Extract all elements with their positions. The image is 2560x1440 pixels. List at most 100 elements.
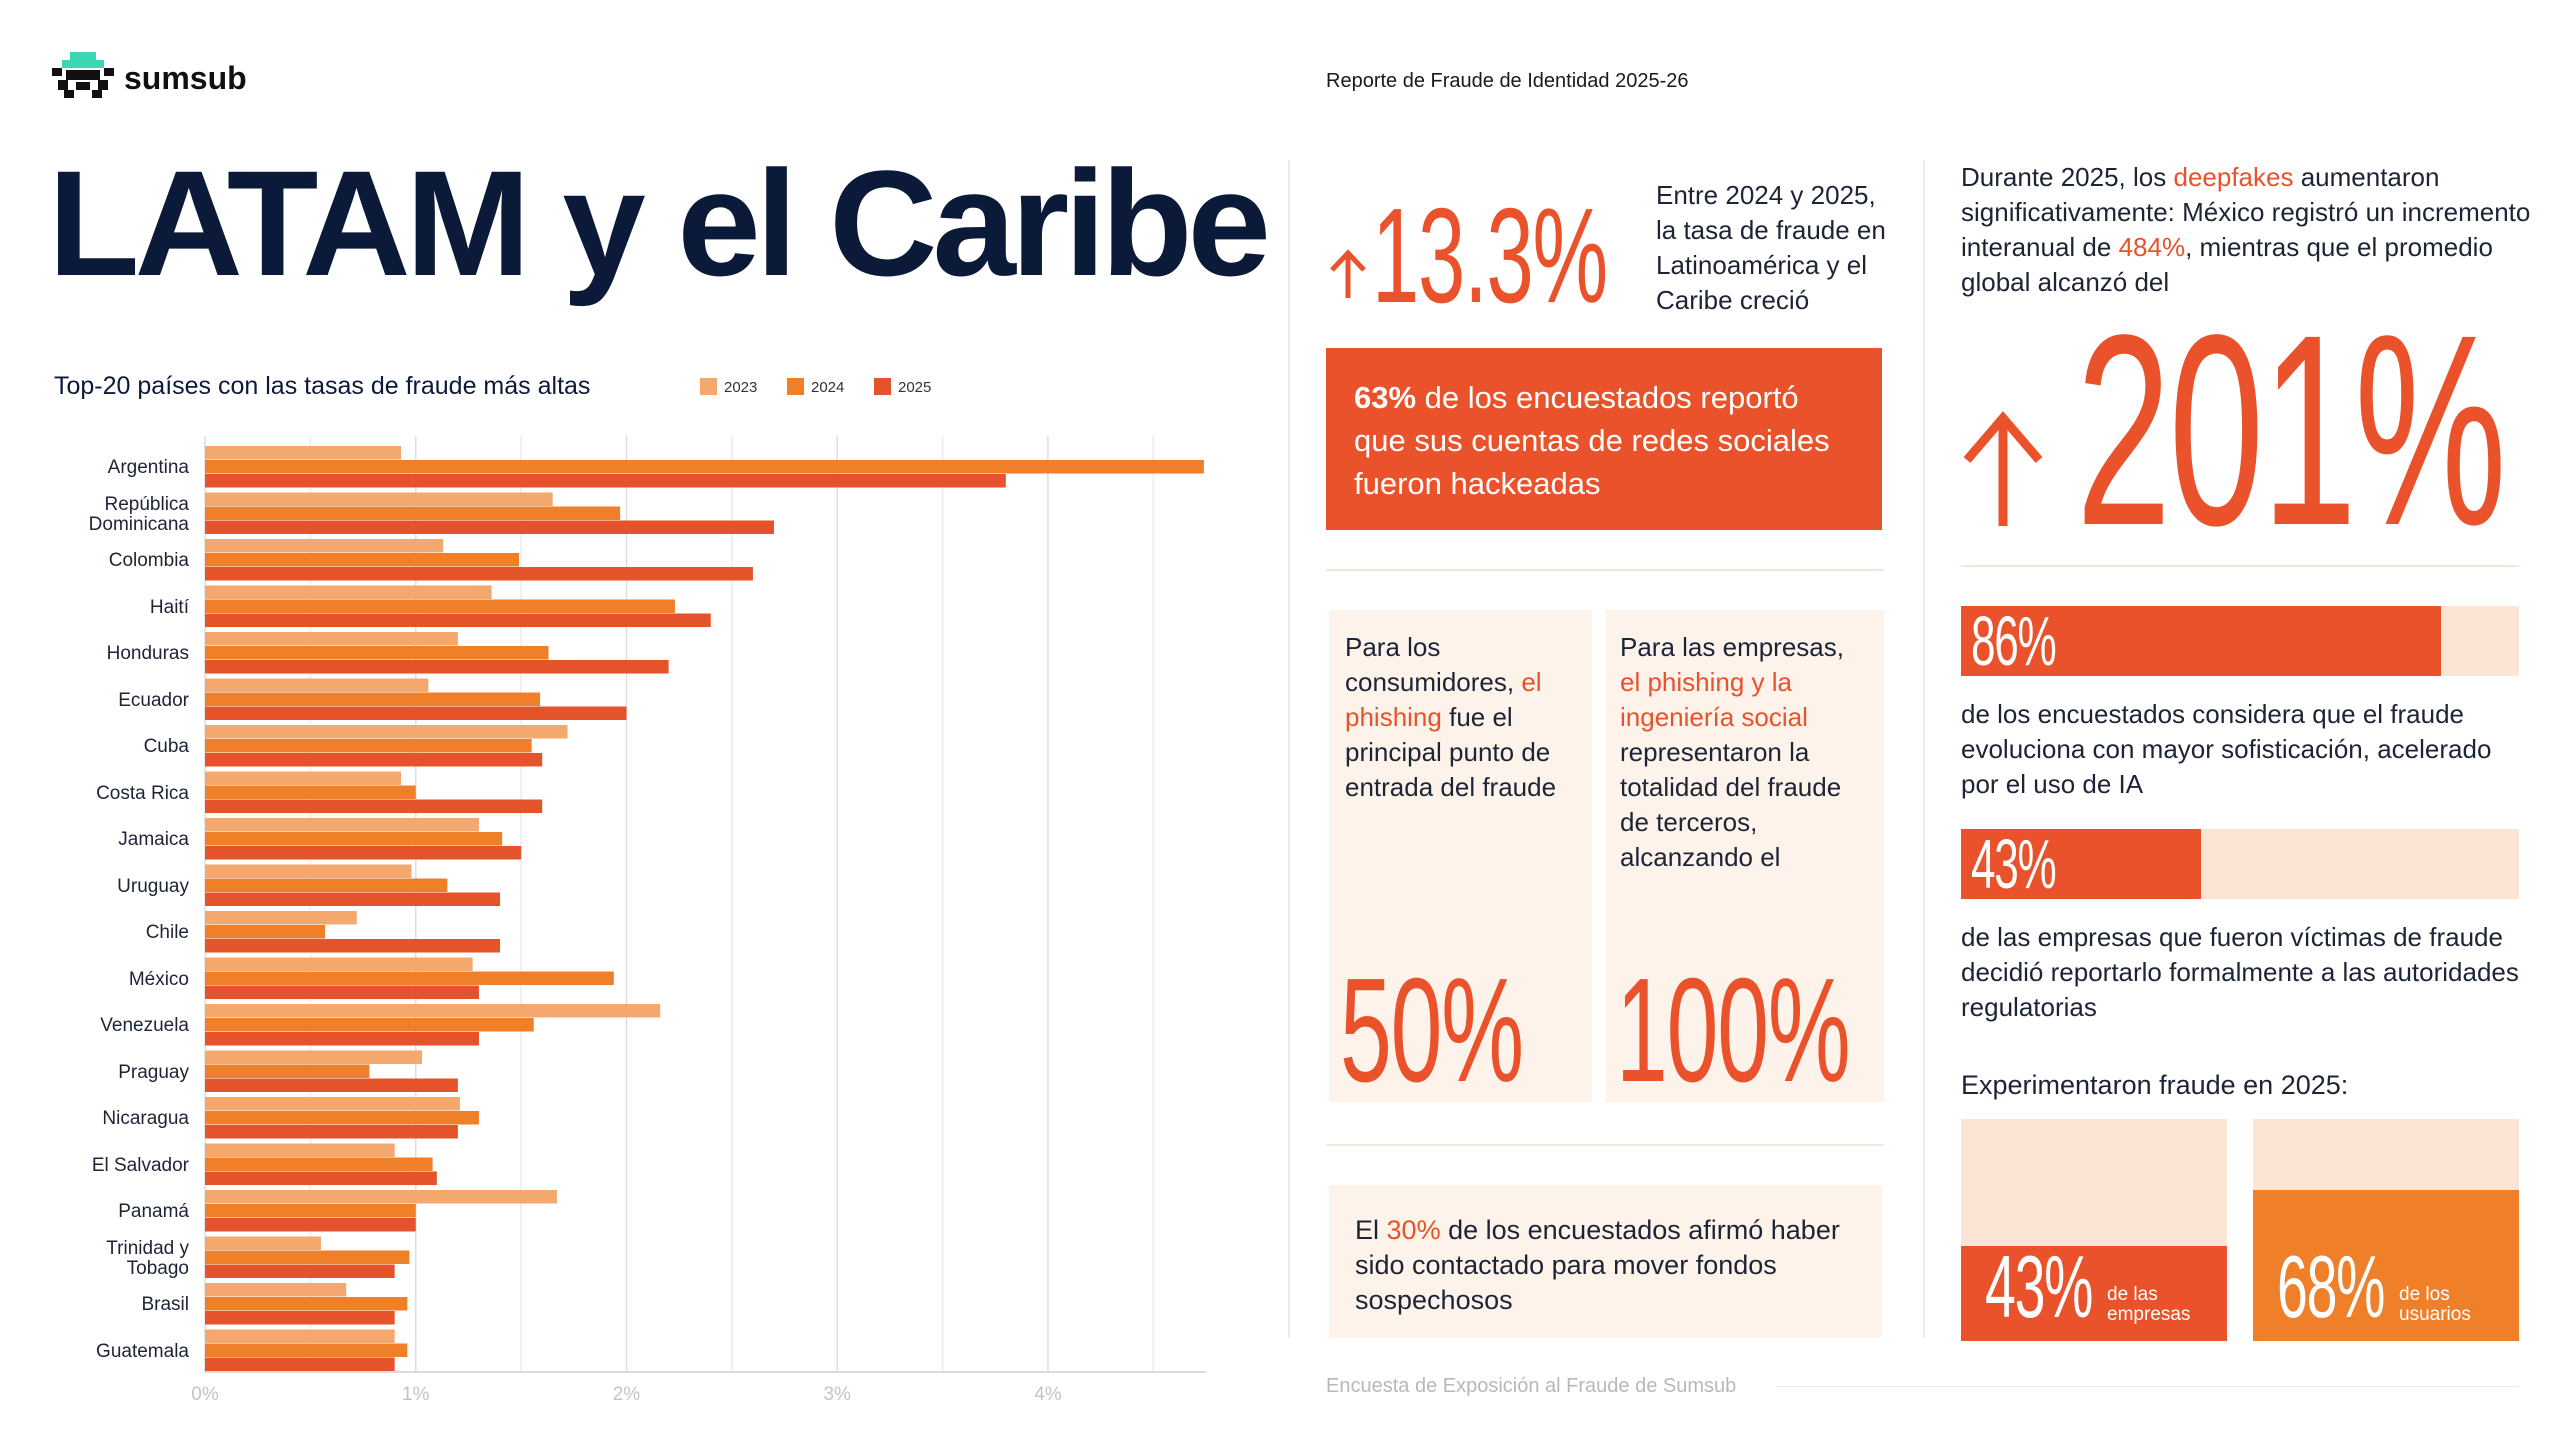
bar — [205, 753, 543, 767]
legend-label: 2023 — [724, 379, 757, 396]
column-track: 68% de los usuarios — [2253, 1119, 2519, 1341]
bar — [205, 1125, 458, 1139]
legend-swatch — [874, 378, 891, 395]
companies-text: representaron la totalidad del fraude de… — [1620, 737, 1842, 872]
bar — [205, 985, 479, 999]
chart-title: Top-20 países con las tasas de fraude má… — [54, 372, 591, 400]
deepfakes-highlight: deepfakes — [2173, 162, 2294, 192]
bar — [205, 599, 675, 613]
x-tick-label: 3% — [823, 1384, 851, 1405]
bar — [205, 678, 429, 692]
bar — [205, 864, 412, 878]
bar — [205, 785, 416, 799]
bar — [205, 520, 774, 534]
bar — [205, 660, 669, 674]
bar — [205, 1204, 416, 1218]
brand-logo — [52, 52, 114, 98]
report-title: Reporte de Fraude de Identidad 2025-26 — [1326, 70, 1689, 92]
bar — [205, 739, 532, 753]
bar — [205, 1264, 395, 1278]
bar — [205, 613, 711, 627]
consumers-text: fue el principal punto de entrada del fr… — [1345, 702, 1557, 802]
experienced-title: Experimentaron fraude en 2025: — [1961, 1070, 2349, 1100]
y-tick-label: Jamaica — [118, 829, 189, 851]
separator — [1326, 1144, 1884, 1146]
bar — [205, 1218, 416, 1232]
social-text: de los encuestados reportó que sus cuent… — [1354, 380, 1830, 501]
separator — [1961, 565, 2519, 567]
column-track: 43% de las empresas — [1961, 1119, 2227, 1341]
column-fill — [2253, 1190, 2519, 1341]
bar — [205, 506, 621, 520]
legend-label: 2025 — [898, 379, 931, 396]
bar — [205, 771, 401, 785]
legend-swatch — [700, 378, 717, 395]
companies-highlight: el phishing y la ingeniería social — [1620, 667, 1808, 732]
x-tick-label: 0% — [191, 1384, 219, 1405]
bar — [205, 539, 444, 553]
bar — [205, 1297, 408, 1311]
bar — [205, 1018, 534, 1032]
consumers-text: Para los consumidores, — [1345, 632, 1515, 697]
bar — [205, 1064, 370, 1078]
source: Encuesta de Exposición al Fraude de Sums… — [1326, 1375, 1737, 1397]
x-tick-label: 2% — [613, 1384, 641, 1405]
bar — [205, 492, 553, 506]
social-value: 63% — [1354, 380, 1417, 415]
y-tick-label: Brasil — [141, 1294, 189, 1316]
y-tick-label: México — [128, 968, 189, 990]
consumers-value: 50% — [1340, 948, 1524, 1113]
bar — [205, 1283, 347, 1297]
y-tick-label: El Salvador — [91, 1154, 189, 1176]
divider — [1288, 160, 1290, 1338]
bar-chart: 2023 2024 2025 0% 1% 2% 3% 4% — [191, 378, 1206, 1405]
consumers-card: Para los consumidores, el phishing fue e… — [1329, 610, 1592, 1102]
x-tick-label: 1% — [402, 1384, 430, 1405]
y-tick-label: Panamá — [118, 1201, 189, 1223]
bar — [205, 911, 357, 925]
deepfakes-value: 201% — [2076, 278, 2507, 582]
deepfakes-text: , mientras que el promedio global alcanz… — [1961, 232, 2493, 297]
up-arrow — [1330, 249, 1366, 298]
bar — [205, 1190, 557, 1204]
bar — [205, 1250, 410, 1264]
column-label: 43% — [1985, 1237, 2093, 1336]
bar — [205, 567, 753, 581]
separator — [1776, 1386, 2519, 1387]
y-tick-label: Trinidad y Tobago — [106, 1237, 189, 1279]
bar — [205, 939, 501, 953]
bar — [205, 1343, 408, 1357]
bar — [205, 460, 1204, 474]
bar — [205, 846, 522, 860]
companies-value: 100% — [1616, 948, 1851, 1113]
y-tick-label: Uruguay — [117, 875, 189, 897]
bar — [205, 925, 326, 939]
bar — [205, 1357, 395, 1371]
column-label: 68% — [2277, 1237, 2385, 1336]
column-caption: de los usuarios — [2399, 1284, 2471, 1325]
bar — [205, 1329, 395, 1343]
bar — [205, 957, 473, 971]
deepfakes-highlight: 484% — [2118, 232, 2186, 262]
y-tick-label: Cuba — [143, 736, 189, 758]
companies-text: Para las empresas, — [1620, 632, 1844, 662]
page-title: LATAM y el Caribe — [48, 139, 1271, 307]
y-tick-label: Chile — [145, 922, 189, 944]
contacted-card: El 30% de los encuestados afirmó haber s… — [1329, 1185, 1882, 1338]
bar — [205, 632, 458, 646]
deepfakes-text: Durante 2025, los — [1961, 162, 2167, 192]
bar — [205, 832, 503, 846]
bar — [205, 474, 1006, 488]
bar — [205, 1032, 479, 1046]
social-box: 63% de los encuestados reportó que sus c… — [1326, 348, 1882, 530]
bar — [205, 585, 492, 599]
bar — [205, 725, 568, 739]
progress-fill — [1961, 606, 2441, 676]
y-tick-label: Argentina — [107, 457, 189, 479]
y-tick-label: Praguay — [118, 1061, 189, 1083]
bar — [205, 553, 519, 567]
brand-name: sumsub — [124, 60, 247, 96]
bar — [205, 1004, 661, 1018]
